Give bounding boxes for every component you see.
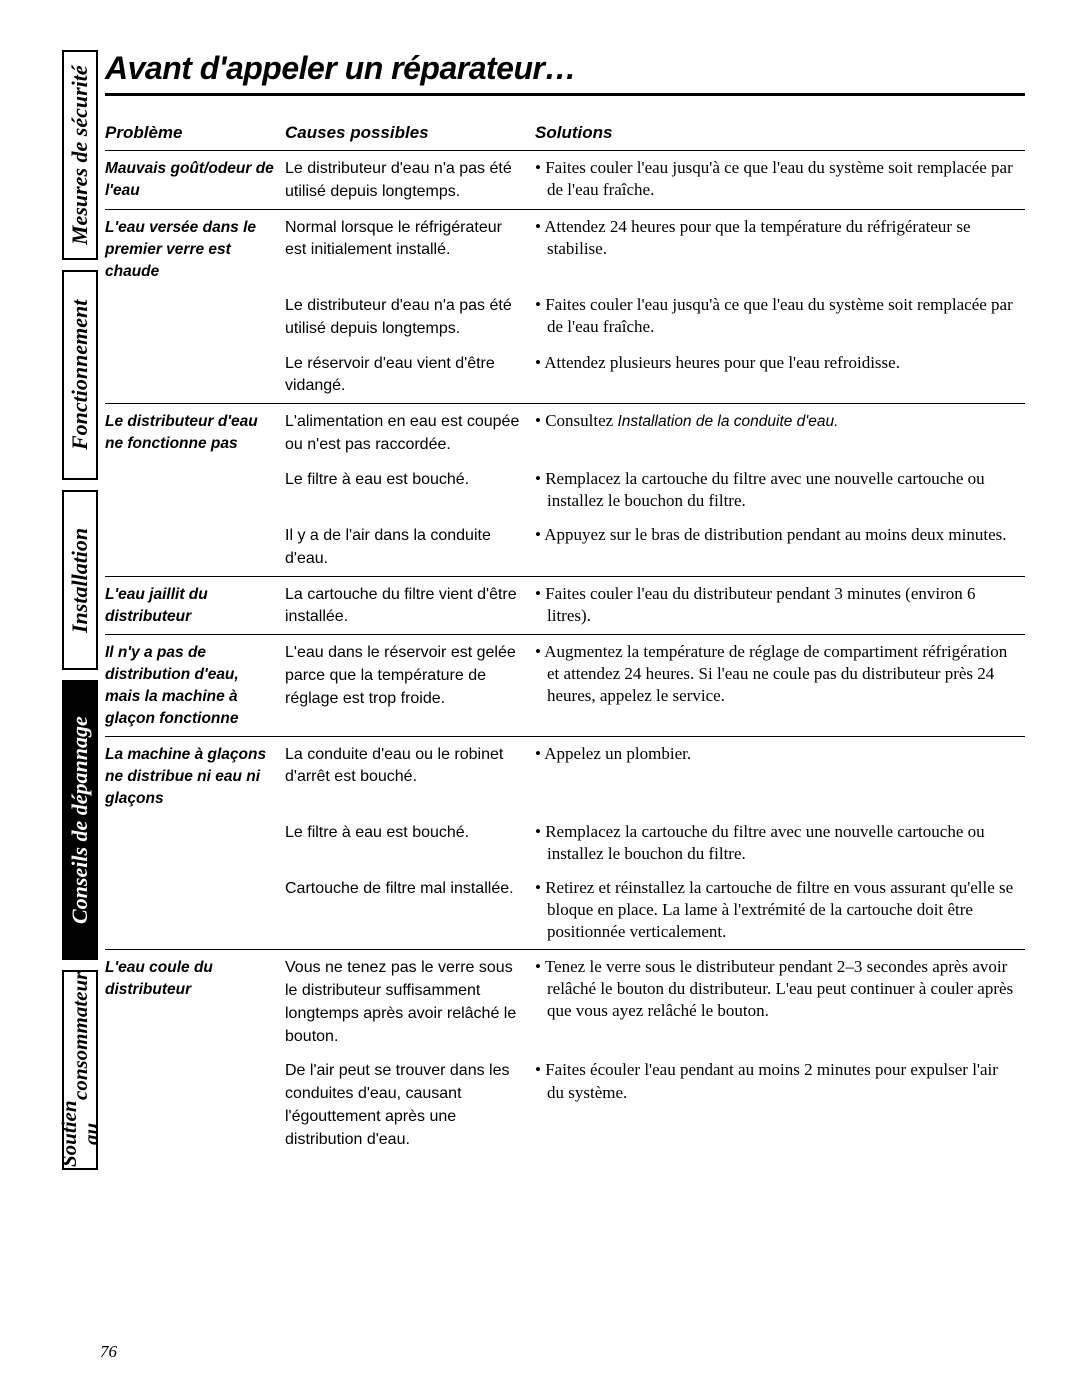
table-row: La machine à glaçons ne distribue ni eau… xyxy=(105,736,1025,815)
table-row: Le réservoir d'eau vient d'être vidangé.… xyxy=(105,346,1025,404)
table-row: Il y a de l'air dans la conduite d'eau.•… xyxy=(105,518,1025,576)
side-tab: Soutien auconsommateur xyxy=(62,970,98,1170)
cell-cause: De l'air peut se trouver dans les condui… xyxy=(285,1053,535,1156)
table-row: L'eau versée dans le premier verre est c… xyxy=(105,209,1025,288)
cell-solution: • Faites écouler l'eau pendant au moins … xyxy=(535,1053,1025,1156)
side-tab: Conseils de dépannage xyxy=(62,680,98,960)
cell-solution: • Retirez et réinstallez la cartouche de… xyxy=(535,871,1025,950)
table-row: Il n'y a pas de distribution d'eau, mais… xyxy=(105,635,1025,736)
cell-solution: • Remplacez la cartouche du filtre avec … xyxy=(535,462,1025,518)
troubleshooting-table: Problème Causes possibles Solutions Mauv… xyxy=(105,116,1025,1157)
cell-solution: • Appuyez sur le bras de distribution pe… xyxy=(535,518,1025,576)
table-row: Mauvais goût/odeur de l'eauLe distribute… xyxy=(105,151,1025,210)
cell-problem xyxy=(105,462,285,518)
cell-problem xyxy=(105,815,285,871)
page-title: Avant d'appeler un réparateur… xyxy=(105,50,1025,96)
side-tabs: Mesures de sécurité Fonctionnement Install… xyxy=(62,50,98,1210)
col-cause: Causes possibles xyxy=(285,116,535,151)
table-row: De l'air peut se trouver dans les condui… xyxy=(105,1053,1025,1156)
cell-problem xyxy=(105,288,285,346)
cell-cause: Normal lorsque le réfrigérateur est init… xyxy=(285,209,535,288)
page-number: 76 xyxy=(100,1342,117,1362)
cell-solution: • Attendez plusieurs heures pour que l'e… xyxy=(535,346,1025,404)
cell-cause: L'alimentation en eau est coupée ou n'es… xyxy=(285,404,535,462)
cell-solution: • Attendez 24 heures pour que la tempéra… xyxy=(535,209,1025,288)
cell-problem xyxy=(105,1053,285,1156)
cell-cause: Le filtre à eau est bouché. xyxy=(285,462,535,518)
table-row: Cartouche de filtre mal installée.• Reti… xyxy=(105,871,1025,950)
table-row: L'eau jaillit du distributeurLa cartouch… xyxy=(105,576,1025,635)
table-row: Le filtre à eau est bouché.• Remplacez l… xyxy=(105,815,1025,871)
cell-problem xyxy=(105,518,285,576)
cell-cause: Le distributeur d'eau n'a pas été utilis… xyxy=(285,288,535,346)
cell-problem xyxy=(105,871,285,950)
cell-problem: L'eau jaillit du distributeur xyxy=(105,576,285,635)
cell-problem: La machine à glaçons ne distribue ni eau… xyxy=(105,736,285,815)
side-tab: Installation xyxy=(62,490,98,670)
cell-problem: Mauvais goût/odeur de l'eau xyxy=(105,151,285,210)
cell-cause: Le distributeur d'eau n'a pas été utilis… xyxy=(285,151,535,210)
cell-cause: L'eau dans le réservoir est gelée parce … xyxy=(285,635,535,736)
cell-solution: • Tenez le verre sous le distributeur pe… xyxy=(535,950,1025,1054)
page-content: Avant d'appeler un réparateur… Problème … xyxy=(105,50,1025,1157)
cell-solution: • Consultez Installation de la conduite … xyxy=(535,404,1025,462)
table-row: L'eau coule du distributeurVous ne tenez… xyxy=(105,950,1025,1054)
cell-cause: Vous ne tenez pas le verre sous le distr… xyxy=(285,950,535,1054)
cell-cause: La cartouche du filtre vient d'être inst… xyxy=(285,576,535,635)
col-solution: Solutions xyxy=(535,116,1025,151)
side-tab: Fonctionnement xyxy=(62,270,98,480)
cell-problem: Il n'y a pas de distribution d'eau, mais… xyxy=(105,635,285,736)
cell-problem: L'eau coule du distributeur xyxy=(105,950,285,1054)
cell-cause: Le réservoir d'eau vient d'être vidangé. xyxy=(285,346,535,404)
cell-problem: Le distributeur d'eau ne fonctionne pas xyxy=(105,404,285,462)
cell-solution: • Faites couler l'eau du distributeur pe… xyxy=(535,576,1025,635)
cell-solution: • Augmentez la température de réglage de… xyxy=(535,635,1025,736)
cell-cause: La conduite d'eau ou le robinet d'arrêt … xyxy=(285,736,535,815)
cell-solution: • Appelez un plombier. xyxy=(535,736,1025,815)
table-row: Le filtre à eau est bouché.• Remplacez l… xyxy=(105,462,1025,518)
cell-cause: Cartouche de filtre mal installée. xyxy=(285,871,535,950)
cell-solution: • Faites couler l'eau jusqu'à ce que l'e… xyxy=(535,288,1025,346)
side-tab: Mesures de sécurité xyxy=(62,50,98,260)
table-row: Le distributeur d'eau ne fonctionne pasL… xyxy=(105,404,1025,462)
cell-cause: Il y a de l'air dans la conduite d'eau. xyxy=(285,518,535,576)
col-problem: Problème xyxy=(105,116,285,151)
cell-problem: L'eau versée dans le premier verre est c… xyxy=(105,209,285,288)
cell-solution: • Remplacez la cartouche du filtre avec … xyxy=(535,815,1025,871)
cell-problem xyxy=(105,346,285,404)
table-row: Le distributeur d'eau n'a pas été utilis… xyxy=(105,288,1025,346)
cell-cause: Le filtre à eau est bouché. xyxy=(285,815,535,871)
cell-solution: • Faites couler l'eau jusqu'à ce que l'e… xyxy=(535,151,1025,210)
